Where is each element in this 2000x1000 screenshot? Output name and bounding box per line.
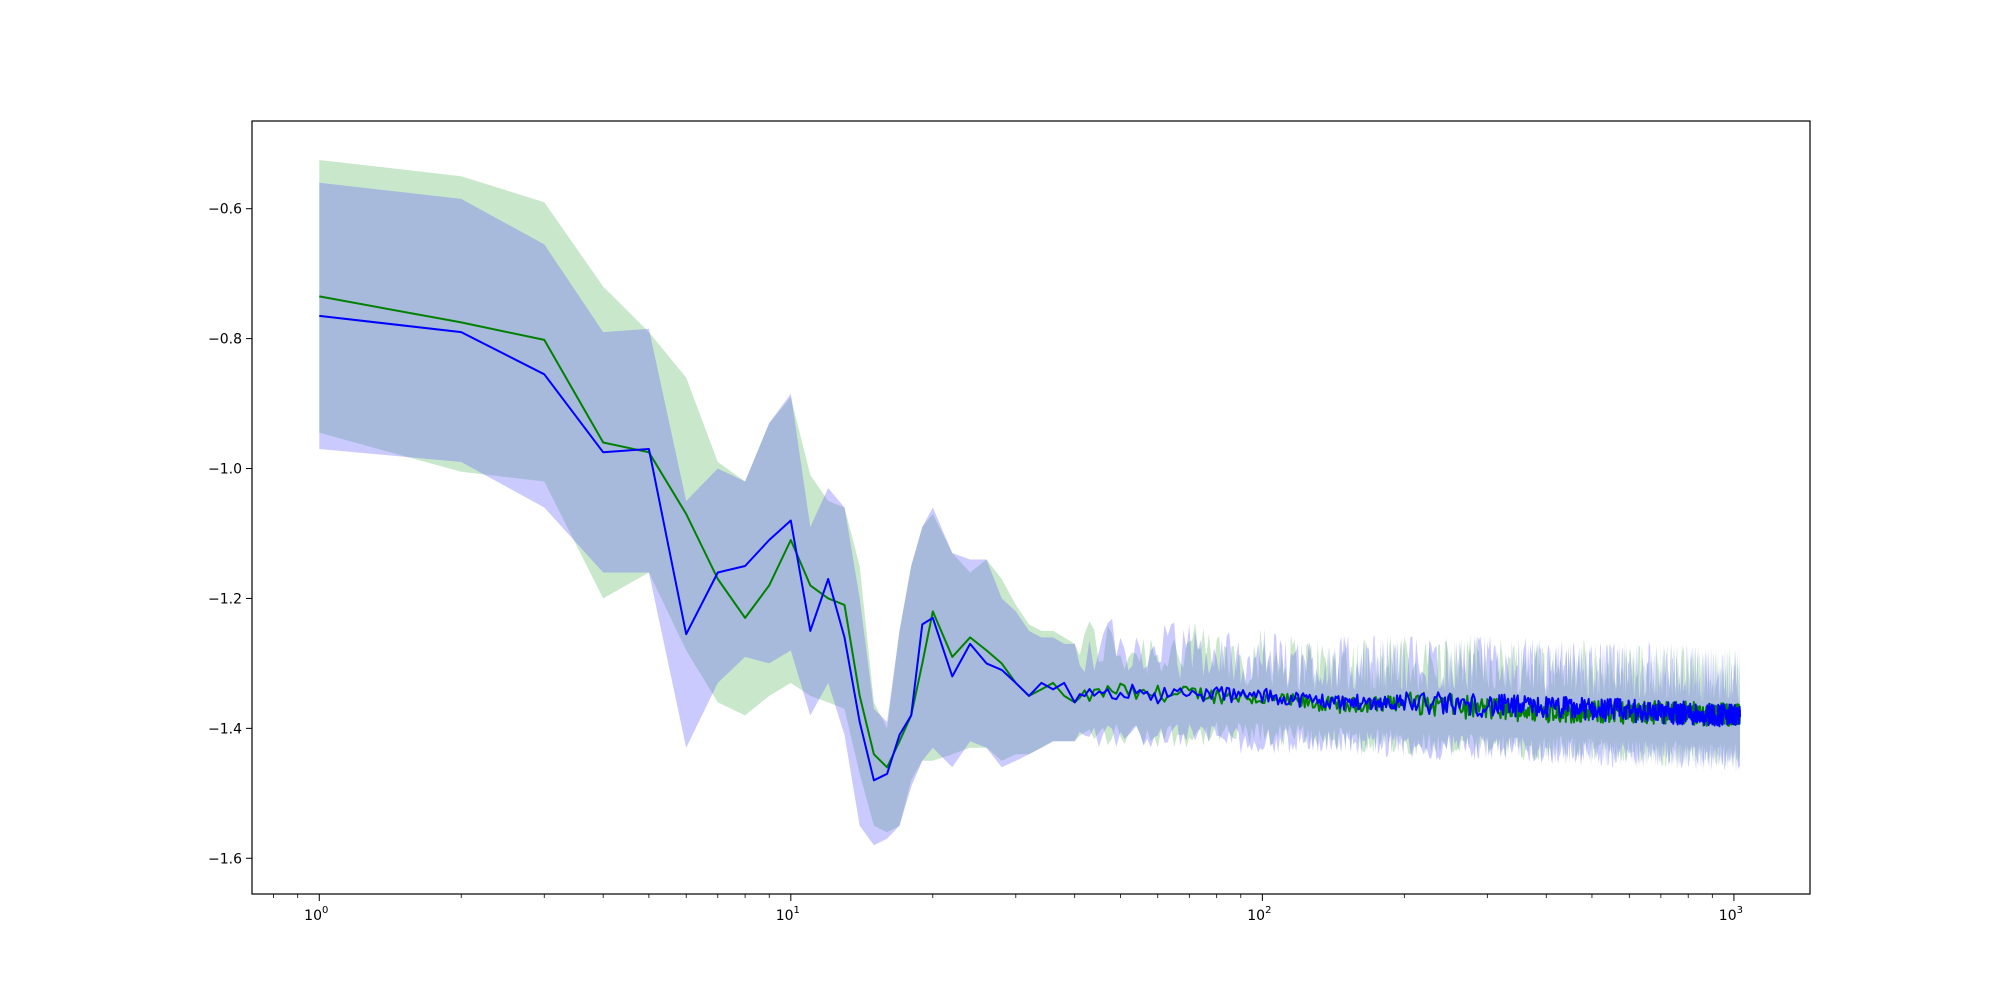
x-tick-label: 103	[1719, 905, 1743, 924]
confidence-band-2	[319, 182, 1740, 846]
confidence-band-1	[319, 160, 1740, 833]
y-axis: −0.6 −0.8 −1.0 −1.2 −1.4 −1.6	[208, 202, 252, 867]
y-tick-label: −1.2	[208, 591, 242, 607]
x-tick-label: 100	[304, 905, 328, 924]
y-tick-label: −1.6	[208, 851, 242, 867]
y-tick-label: −1.0	[208, 462, 242, 478]
series-lines	[319, 295, 1741, 782]
plot-frame	[251, 120, 1811, 895]
y-tick-label: −0.6	[208, 202, 242, 218]
y-tick-label: −0.8	[208, 332, 242, 348]
x-axis: 100 101 102 103	[273, 894, 1743, 924]
series-line-2	[319, 314, 1741, 782]
x-tick-label: 101	[776, 905, 800, 924]
y-tick-label: −1.4	[208, 721, 242, 737]
x-tick-label: 102	[1247, 905, 1271, 924]
confidence-bands	[319, 160, 1740, 846]
